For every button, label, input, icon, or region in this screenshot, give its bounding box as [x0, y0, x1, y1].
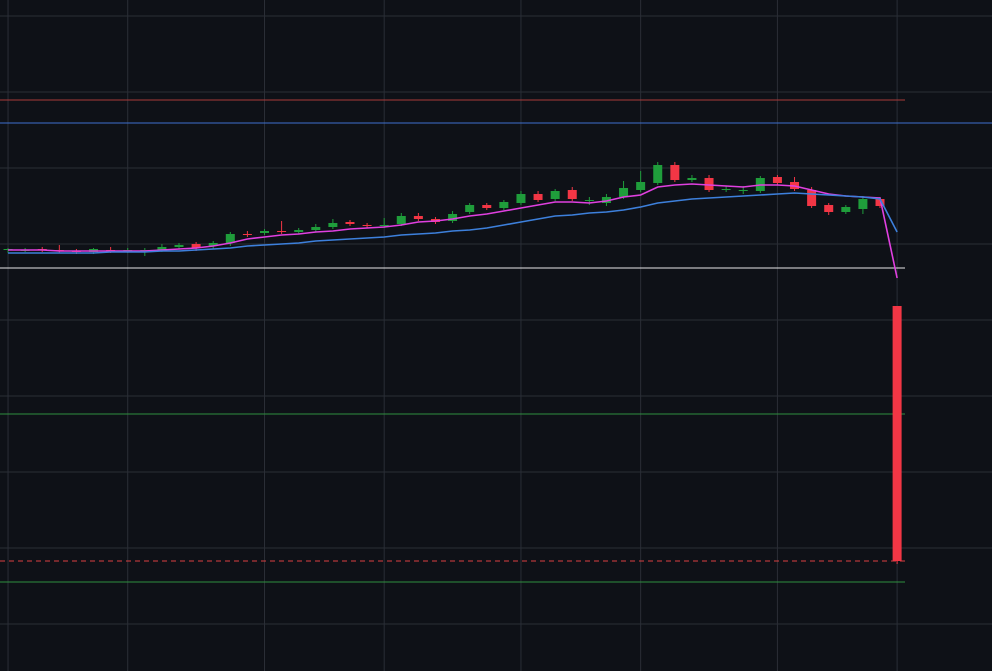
candle-body	[738, 190, 748, 191]
candle-body	[311, 227, 321, 230]
candle-body	[345, 222, 355, 224]
candle-body	[482, 205, 492, 208]
candle-body	[413, 216, 423, 219]
candle-body	[772, 177, 782, 183]
candle-body	[687, 178, 697, 180]
candle-body	[277, 231, 287, 232]
candle-body	[892, 306, 902, 561]
candle-body	[208, 243, 218, 246]
candle-body	[858, 199, 868, 209]
candle-body	[601, 197, 611, 203]
candle-body	[157, 247, 167, 250]
moving-average-line	[8, 192, 898, 254]
candle-body	[807, 190, 817, 206]
candle-body	[379, 225, 389, 226]
candle-body	[619, 188, 629, 197]
candle-body	[448, 214, 458, 221]
candle-body	[516, 194, 526, 203]
candle-body	[499, 202, 509, 208]
candle-body	[550, 191, 560, 199]
candle-body	[242, 234, 252, 235]
candle-body	[225, 234, 235, 243]
candle-body	[824, 205, 834, 212]
candle-body	[584, 200, 594, 201]
candle-body	[328, 223, 338, 227]
candle-body	[721, 189, 731, 190]
candle-body	[653, 165, 663, 183]
candle-body	[670, 165, 680, 180]
candle-body	[841, 207, 851, 212]
candle-body	[396, 216, 406, 224]
candle-body	[567, 190, 577, 199]
moving-average-line	[8, 183, 898, 279]
candle-body	[875, 199, 885, 206]
candle-body	[636, 182, 646, 190]
candle-body	[259, 231, 269, 233]
candle-body	[465, 205, 475, 212]
candle-body	[191, 244, 201, 248]
candle-body	[174, 245, 184, 247]
candle-body	[294, 230, 304, 232]
candle-body	[533, 194, 543, 200]
candle-body	[362, 225, 372, 226]
candle-body	[704, 178, 714, 190]
